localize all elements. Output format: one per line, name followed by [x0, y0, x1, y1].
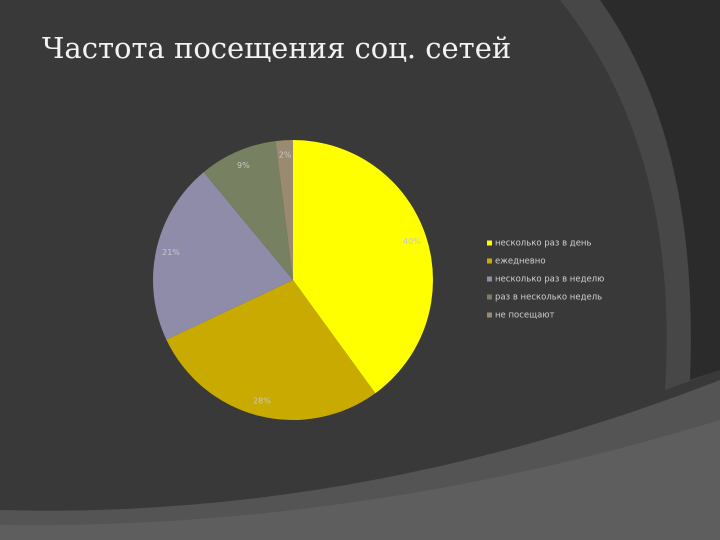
- data-label: 9%: [237, 161, 250, 170]
- legend-label: ежедневно: [495, 257, 546, 267]
- legend-swatch: [487, 240, 492, 246]
- legend-label: несколько раз в неделю: [495, 275, 604, 285]
- data-label: 2%: [279, 151, 292, 160]
- legend-label: несколько раз в день: [495, 239, 591, 249]
- legend-label: не посещают: [495, 311, 555, 321]
- legend-swatch: [487, 258, 492, 264]
- pie-slice: [275, 140, 293, 280]
- data-label: 40%: [403, 237, 421, 246]
- data-label: 28%: [253, 397, 271, 406]
- legend-swatch: [487, 276, 492, 282]
- pie-slice: [293, 140, 434, 394]
- decor-swoosh: [0, 420, 720, 540]
- pie-slice: [166, 280, 376, 421]
- slide-title: Частота посещения соц. сетей: [42, 31, 511, 65]
- legend-swatch: [487, 312, 492, 318]
- pie-slice: [203, 141, 293, 280]
- pie-slice: [153, 172, 293, 340]
- legend-label: раз в несколько недель: [495, 293, 602, 303]
- legend-swatch: [487, 294, 492, 300]
- data-label: 21%: [162, 248, 180, 257]
- decor-swoosh: [600, 0, 720, 380]
